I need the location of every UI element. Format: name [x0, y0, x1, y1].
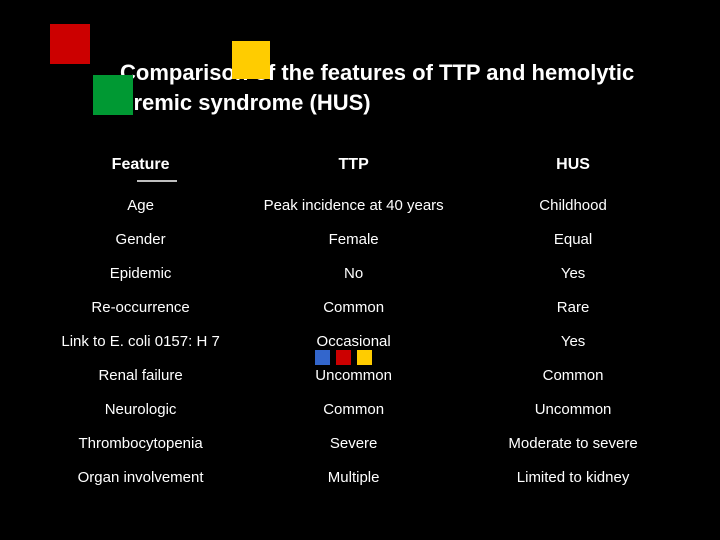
ttp-cell: Uncommon — [239, 358, 468, 392]
col-header-hus: HUS — [468, 156, 678, 188]
decorative-square — [232, 41, 270, 79]
col-header-feature: Feature — [42, 156, 239, 188]
feature-cell: Organ involvement — [42, 460, 239, 494]
decorative-square — [336, 350, 351, 365]
ttp-cell: Peak incidence at 40 years — [239, 188, 468, 222]
decorative-square — [50, 24, 90, 64]
ttp-cell: Occasional — [239, 324, 468, 358]
table-row: AgePeak incidence at 40 yearsChildhood — [42, 188, 678, 222]
feature-cell: Thrombocytopenia — [42, 426, 239, 460]
decorative-square — [315, 350, 330, 365]
feature-cell: Neurologic — [42, 392, 239, 426]
ttp-cell: Common — [239, 392, 468, 426]
table-row: ThrombocytopeniaSevereModerate to severe — [42, 426, 678, 460]
feature-cell: Re-occurrence — [42, 290, 239, 324]
hus-cell: Yes — [468, 324, 678, 358]
feature-cell: Gender — [42, 222, 239, 256]
table-row: Re-occurrenceCommonRare — [42, 290, 678, 324]
ttp-cell: Severe — [239, 426, 468, 460]
comparison-table-container: Feature TTP HUS AgePeak incidence at 40 … — [42, 156, 678, 494]
ttp-cell: Common — [239, 290, 468, 324]
hus-cell: Uncommon — [468, 392, 678, 426]
hus-cell: Limited to kidney — [468, 460, 678, 494]
col-header-ttp: TTP — [239, 156, 468, 188]
feature-cell: Link to E. coli 0157: H 7 — [42, 324, 239, 358]
hus-cell: Yes — [468, 256, 678, 290]
table-header-row: Feature TTP HUS — [42, 156, 678, 188]
feature-cell: Epidemic — [42, 256, 239, 290]
hus-cell: Equal — [468, 222, 678, 256]
table-row: GenderFemaleEqual — [42, 222, 678, 256]
table-row: Organ involvementMultipleLimited to kidn… — [42, 460, 678, 494]
decorative-square — [93, 75, 133, 115]
table-body: AgePeak incidence at 40 yearsChildhoodGe… — [42, 188, 678, 494]
comparison-table: Feature TTP HUS AgePeak incidence at 40 … — [42, 156, 678, 494]
feature-cell: Age — [42, 188, 239, 222]
ttp-cell: No — [239, 256, 468, 290]
hus-cell: Moderate to severe — [468, 426, 678, 460]
slide-title: Comparison of the features of TTP and he… — [120, 58, 640, 117]
ttp-cell: Female — [239, 222, 468, 256]
hus-cell: Common — [468, 358, 678, 392]
ttp-cell: Multiple — [239, 460, 468, 494]
hus-cell: Childhood — [468, 188, 678, 222]
hus-cell: Rare — [468, 290, 678, 324]
table-row: NeurologicCommonUncommon — [42, 392, 678, 426]
decorative-square — [357, 350, 372, 365]
feature-cell: Renal failure — [42, 358, 239, 392]
table-row: EpidemicNoYes — [42, 256, 678, 290]
